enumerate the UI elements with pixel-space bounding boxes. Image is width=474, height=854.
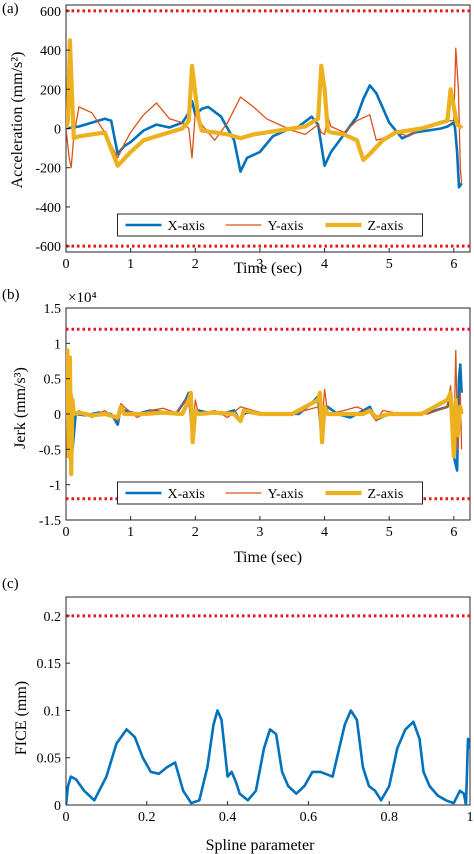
panel-b-ytick-label: 0 [54, 408, 61, 423]
panel-a-xtick-label: 2 [192, 257, 199, 272]
panel-b-legend-label-y: Y-axis [268, 487, 304, 502]
panel-b-xtick-label: 2 [192, 525, 199, 540]
panel-a-ylabel-text: Acceleration (mm/s²) [9, 52, 26, 189]
panel-c-xtick-label: 0.8 [380, 810, 398, 825]
panel-a-chart: 0 1 2 3 4 5 6 -600 -400 -200 0 200 400 600 X-axis Y-axi… [2, 1, 471, 277]
panel-b-legend-label-z: Z-axis [368, 487, 404, 502]
panel-a-xtick-label: 1 [127, 257, 134, 272]
panel-a-legend [117, 213, 423, 237]
panel-c-xtick-label: 0.2 [138, 810, 156, 825]
panel-b-ytick-label: -0.5 [39, 443, 61, 458]
panel-b-ytick-label: -1 [49, 479, 61, 494]
panel-c-label: (c) [2, 576, 19, 592]
panel-a-ytick-label: 400 [40, 44, 61, 59]
panel-a-ytick-label: 200 [40, 83, 61, 98]
panel-b-xtick-label: 3 [256, 525, 263, 540]
panel-b-chart: 0 1 2 3 4 5 6 -1.5 -1 -0.5 0 0.5 1 1.5 X-axis Y-axis Z-a… [2, 287, 471, 566]
panel-a-legend-label-x: X-axis [168, 219, 205, 234]
panel-b-legend [117, 481, 423, 505]
panel-c-ytick-label: 0.1 [44, 704, 62, 719]
panel-b-xlabel: Time (sec) [234, 549, 302, 566]
panel-a-ytick-label: -600 [35, 240, 61, 255]
panel-a-legend-label-y: Y-axis [268, 219, 304, 234]
panel-c-ytick-label: 0.05 [37, 752, 62, 767]
panel-c-ytick-label: 0 [54, 799, 61, 814]
panel-a-series-x [66, 84, 463, 189]
panel-c-ylabel: FICE (mm) [13, 681, 30, 755]
panel-b-legend-label-x: X-axis [168, 487, 205, 502]
panel-b-ytick-label: 0.5 [44, 373, 62, 388]
panel-c-xtick-label: 0.4 [219, 810, 237, 825]
panel-a-series-y [66, 47, 463, 184]
panel-c-xlabel: Spline parameter [206, 837, 316, 854]
panel-b-multiplier: ×10⁴ [68, 290, 97, 306]
panel-b-ytick-label: 1.5 [44, 302, 62, 317]
panel-c-xtick-label: 0 [63, 810, 70, 825]
panel-b-series-z [66, 348, 464, 477]
panel-b-ytick-label: 1 [54, 337, 61, 352]
panel-b-ylabel-text: Jerk (mm/s³) [12, 367, 29, 449]
panel-c-chart: 0 0.2 0.4 0.6 0.8 1 0 0.05 0.1 0.15 0.2 (c) Spline p… [2, 576, 474, 854]
panel-a-series-z [66, 38, 464, 168]
panel-a-xtick-label: 0 [63, 257, 70, 272]
panel-a-xtick-label: 5 [386, 257, 393, 272]
panel-b-ylabel: Jerk (mm/s³) [12, 367, 29, 449]
panel-b-label: (b) [2, 287, 20, 303]
panel-a-label: (a) [2, 1, 19, 17]
panel-b-xtick-label: 6 [450, 525, 457, 540]
panel-c-plot-area [65, 596, 471, 806]
panel-a-ytick-label: 600 [40, 5, 61, 20]
panel-c-ytick-label: 0.2 [44, 610, 62, 625]
panel-c-series-x [66, 709, 470, 805]
panel-b-xtick-label: 1 [127, 525, 134, 540]
panel-a-xtick-label: 3 [256, 257, 263, 272]
panel-a-ytick-label: 0 [54, 123, 61, 138]
panel-b-xtick-label: 4 [321, 525, 328, 540]
panel-a-legend-label-z: Z-axis [368, 219, 404, 234]
panel-a-xlabel: Time (sec) [234, 260, 302, 277]
panel-a-xtick-label: 4 [321, 257, 328, 272]
panel-b-series-y [66, 349, 463, 465]
panel-c-ylabel-text: FICE (mm) [13, 681, 30, 755]
panel-b-xtick-label: 5 [386, 525, 393, 540]
panel-a-ytick-label: -200 [35, 162, 61, 177]
panel-a-xtick-label: 6 [450, 257, 457, 272]
panel-a-ylabel: Acceleration (mm/s²) [9, 52, 26, 189]
panel-c-xtick-label: 1 [467, 810, 474, 825]
panel-c-xtick-label: 0.6 [300, 810, 318, 825]
panel-b-xtick-label: 0 [63, 525, 70, 540]
panel-a-ytick-label: -400 [35, 201, 61, 216]
panel-c-ytick-label: 0.15 [37, 657, 62, 672]
panel-b-ytick-label: -1.5 [39, 514, 61, 529]
